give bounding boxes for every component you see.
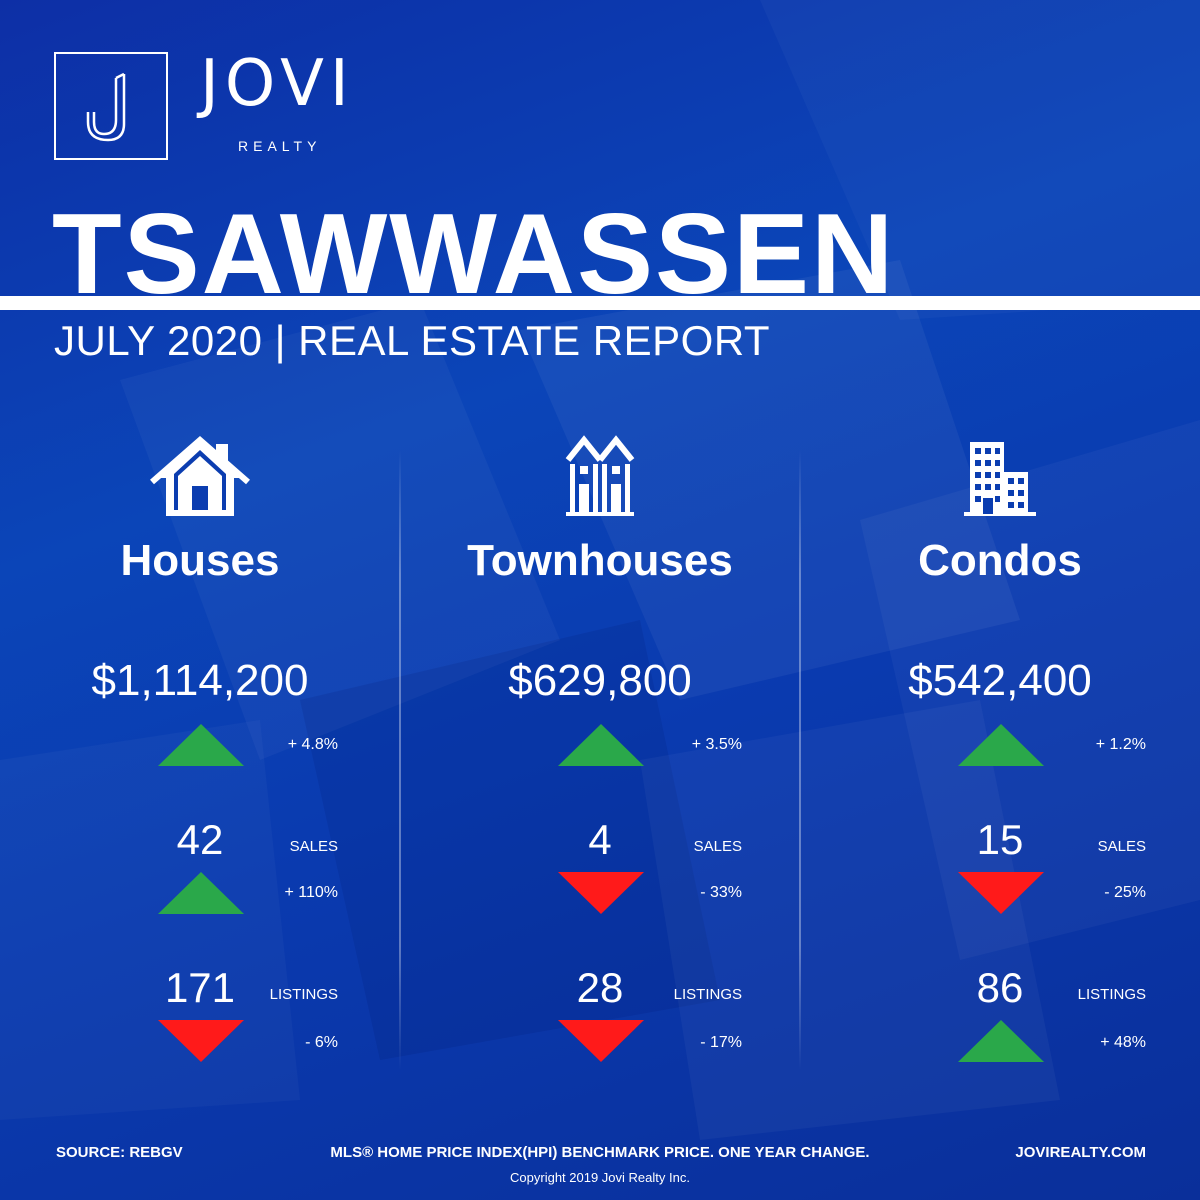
report-subtitle: JULY 2020 | REAL ESTATE REPORT bbox=[54, 317, 771, 364]
price-change: + 3.5% bbox=[691, 736, 742, 753]
column-houses: Houses $1,114,200 + 4.8% 42 SALES + 110%… bbox=[0, 430, 400, 1090]
sales-up-arrow-icon bbox=[156, 870, 246, 916]
listings-count: 171 bbox=[164, 964, 236, 1011]
listings-label: LISTINGS bbox=[673, 986, 742, 1003]
price-up-arrow-icon bbox=[956, 722, 1046, 768]
listings-change: - 17% bbox=[700, 1034, 742, 1051]
category-label: Condos bbox=[918, 536, 1082, 585]
benchmark-price: $1,114,200 bbox=[91, 656, 309, 705]
listings-down-arrow-icon bbox=[556, 1018, 646, 1064]
website-link[interactable]: JOVIREALTY.COM bbox=[1015, 1144, 1146, 1161]
column-townhouses: Townhouses $629,800 + 3.5% 4 SALES - 33%… bbox=[400, 430, 800, 1090]
column-divider bbox=[799, 450, 801, 1070]
price-change: + 1.2% bbox=[1095, 736, 1146, 753]
listings-down-arrow-icon bbox=[156, 1018, 246, 1064]
townhouse-icon bbox=[550, 430, 650, 520]
listings-change: + 48% bbox=[1100, 1034, 1146, 1051]
sales-down-arrow-icon bbox=[556, 870, 646, 916]
title-underline-bar bbox=[0, 296, 1200, 310]
sales-count: 42 bbox=[176, 816, 224, 863]
category-label: Houses bbox=[120, 536, 280, 585]
sales-label: SALES bbox=[1097, 838, 1146, 855]
page-title: TSAWWASSEN bbox=[52, 191, 896, 318]
sales-label: SALES bbox=[289, 838, 338, 855]
benchmark-price: $542,400 bbox=[908, 656, 1092, 705]
price-up-arrow-icon bbox=[556, 722, 646, 768]
j-logo-icon bbox=[86, 72, 126, 142]
brand-subtitle: REALTY bbox=[238, 138, 322, 154]
benchmark-price: $629,800 bbox=[508, 656, 692, 705]
column-divider bbox=[399, 450, 401, 1070]
house-icon bbox=[150, 430, 250, 520]
category-label: Townhouses bbox=[467, 536, 733, 585]
listings-change: - 6% bbox=[305, 1034, 338, 1051]
copyright-note: Copyright 2019 Jovi Realty Inc. bbox=[510, 1170, 690, 1185]
sales-change: + 110% bbox=[284, 884, 338, 901]
price-change: + 4.8% bbox=[287, 736, 338, 753]
sales-count: 15 bbox=[976, 816, 1024, 863]
source-note: SOURCE: REBGV bbox=[56, 1144, 183, 1161]
methodology-note: MLS® HOME PRICE INDEX(HPI) BENCHMARK PRI… bbox=[330, 1144, 870, 1161]
column-condos: Condos $542,400 + 1.2% 15 SALES - 25% 86… bbox=[800, 430, 1200, 1090]
sales-change: - 25% bbox=[1104, 884, 1146, 901]
logo-mark bbox=[54, 52, 168, 160]
listings-label: LISTINGS bbox=[269, 986, 338, 1003]
listings-label: LISTINGS bbox=[1077, 986, 1146, 1003]
sales-down-arrow-icon bbox=[956, 870, 1046, 916]
listings-up-arrow-icon bbox=[956, 1018, 1046, 1064]
condo-building-icon bbox=[950, 430, 1050, 520]
listings-count: 86 bbox=[976, 964, 1024, 1011]
sales-count: 4 bbox=[588, 816, 612, 863]
sales-change: - 33% bbox=[700, 884, 742, 901]
sales-label: SALES bbox=[693, 838, 742, 855]
listings-count: 28 bbox=[576, 964, 624, 1011]
price-up-arrow-icon bbox=[156, 722, 246, 768]
brand-name: JOVI bbox=[200, 47, 355, 121]
